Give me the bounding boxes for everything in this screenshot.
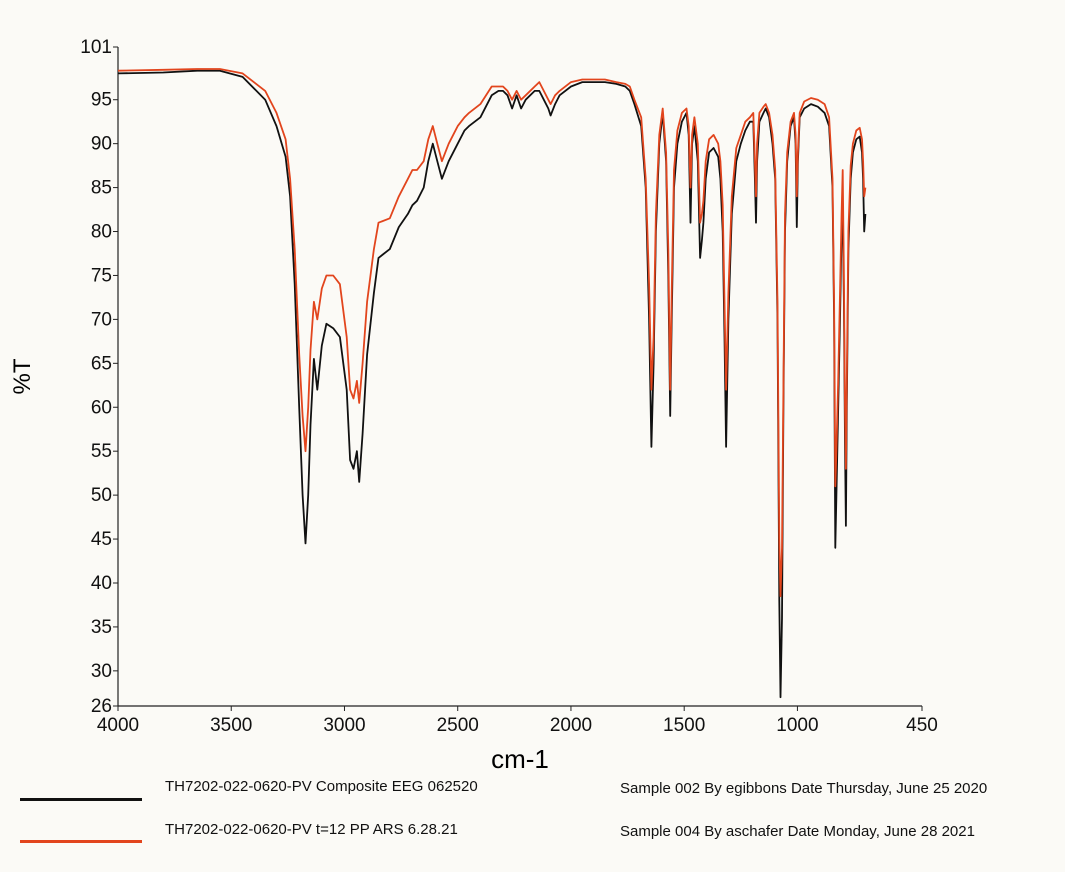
legend-series-name: TH7202-022-0620-PV t=12 PP ARS 6.28.21: [165, 821, 458, 838]
legend-entry-2: TH7202-022-0620-PV t=12 PP ARS 6.28.21 S…: [0, 821, 1065, 871]
y-tick-label: 50: [91, 485, 112, 506]
y-tick-label: 60: [91, 397, 112, 418]
x-tick-label: 3500: [210, 715, 252, 736]
legend-swatch-orange: [20, 840, 142, 843]
y-axis-label: %T: [9, 358, 36, 394]
series-line-1: [117, 69, 867, 699]
series-line-2: [117, 68, 867, 598]
ir-spectrum-chart: 26 30 35 40 45 50 55 60 65 70 75 80 85 90 95 101 4000 350…: [9, 37, 938, 772]
legend-entry-1: TH7202-022-0620-PV Composite EEG 062520 …: [0, 778, 1065, 828]
y-tick-label: 85: [91, 178, 112, 199]
x-tick-label: 1000: [776, 715, 818, 736]
legend-sample-info: Sample 004 By aschafer Date Monday, June…: [620, 823, 975, 840]
x-tick-label: 2500: [437, 715, 479, 736]
legend: TH7202-022-0620-PV Composite EEG 062520 …: [0, 772, 1065, 872]
y-tick-label: 45: [91, 529, 112, 550]
y-tick-label: 30: [91, 661, 112, 682]
x-tick-label: 450: [906, 715, 938, 736]
y-tick-label: 70: [91, 309, 112, 330]
x-tick-label: 2000: [550, 715, 592, 736]
legend-series-name: TH7202-022-0620-PV Composite EEG 062520: [165, 778, 478, 795]
legend-swatch-black: [20, 798, 142, 801]
y-tick-label: 95: [91, 90, 112, 111]
y-tick-label: 101: [80, 37, 112, 58]
x-tick-label: 4000: [97, 715, 139, 736]
y-tick-label: 26: [91, 696, 112, 717]
x-tick-label: 3000: [323, 715, 365, 736]
y-tick-label: 55: [91, 441, 112, 462]
axes: 26 30 35 40 45 50 55 60 65 70 75 80 85 90 95 101 4000 350…: [80, 37, 938, 736]
y-tick-label: 65: [91, 353, 112, 374]
y-tick-label: 80: [91, 222, 112, 243]
series-layer: [117, 68, 867, 699]
y-tick-label: 35: [91, 617, 112, 638]
y-tick-label: 90: [91, 134, 112, 155]
y-tick-label: 75: [91, 265, 112, 286]
legend-sample-info: Sample 002 By egibbons Date Thursday, Ju…: [620, 780, 988, 797]
x-tick-label: 1500: [663, 715, 705, 736]
x-axis-label: cm-1: [491, 744, 549, 772]
y-tick-label: 40: [91, 573, 112, 594]
